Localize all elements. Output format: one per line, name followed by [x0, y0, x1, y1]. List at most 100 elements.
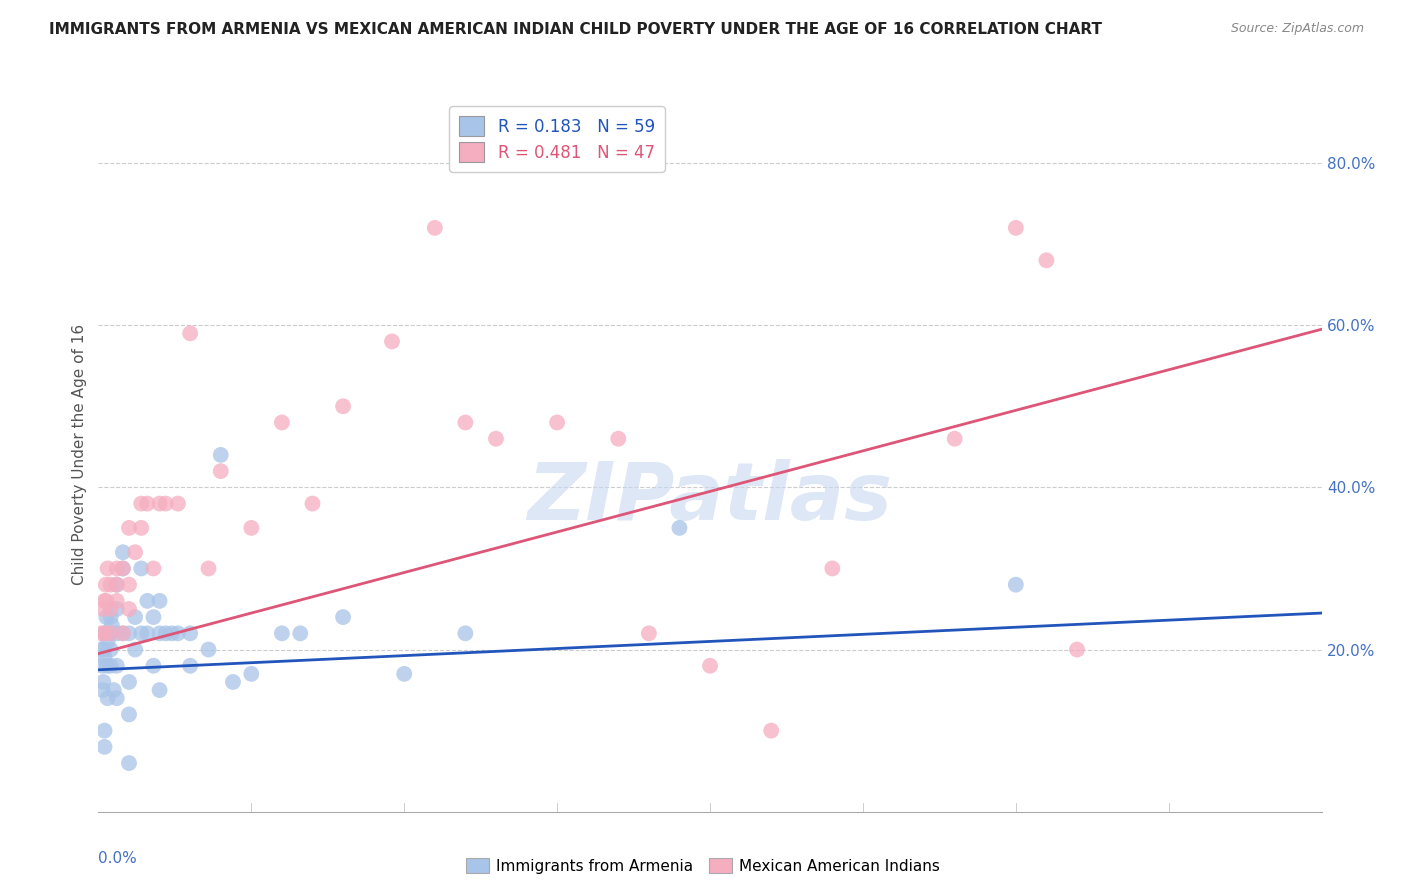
Point	[118, 521, 141, 535]
Point	[93, 650, 115, 665]
Point	[142, 610, 165, 624]
Point	[821, 561, 844, 575]
Point	[167, 626, 190, 640]
Point	[546, 416, 568, 430]
Point	[100, 610, 122, 624]
Point	[93, 723, 115, 738]
Point	[91, 675, 114, 690]
Point	[100, 642, 122, 657]
Point	[1004, 577, 1026, 591]
Point	[423, 220, 446, 235]
Point	[759, 723, 782, 738]
Point	[240, 666, 263, 681]
Point	[93, 626, 115, 640]
Point	[93, 594, 115, 608]
Point	[167, 497, 190, 511]
Point	[179, 626, 201, 640]
Text: ZIPatlas: ZIPatlas	[527, 458, 893, 537]
Point	[197, 561, 219, 575]
Point	[209, 448, 232, 462]
Point	[97, 634, 120, 648]
Point	[105, 577, 128, 591]
Point	[943, 432, 966, 446]
Point	[240, 521, 263, 535]
Point	[124, 610, 146, 624]
Point	[142, 658, 165, 673]
Point	[209, 464, 232, 478]
Point	[93, 642, 115, 657]
Point	[485, 432, 508, 446]
Point	[96, 658, 118, 673]
Point	[1066, 642, 1088, 657]
Point	[179, 326, 201, 341]
Point	[105, 626, 128, 640]
Point	[668, 521, 690, 535]
Legend: R = 0.183   N = 59, R = 0.481   N = 47: R = 0.183 N = 59, R = 0.481 N = 47	[450, 106, 665, 171]
Point	[105, 602, 128, 616]
Point	[100, 626, 122, 640]
Point	[105, 561, 128, 575]
Point	[118, 577, 141, 591]
Point	[118, 626, 141, 640]
Point	[1004, 220, 1026, 235]
Point	[91, 658, 114, 673]
Point	[270, 626, 292, 640]
Point	[91, 602, 114, 616]
Point	[155, 626, 177, 640]
Point	[118, 707, 141, 722]
Point	[93, 626, 115, 640]
Point	[637, 626, 661, 640]
Text: IMMIGRANTS FROM ARMENIA VS MEXICAN AMERICAN INDIAN CHILD POVERTY UNDER THE AGE O: IMMIGRANTS FROM ARMENIA VS MEXICAN AMERI…	[49, 22, 1102, 37]
Point	[136, 626, 159, 640]
Point	[111, 561, 134, 575]
Y-axis label: Child Poverty Under the Age of 16: Child Poverty Under the Age of 16	[72, 325, 87, 585]
Point	[103, 683, 125, 698]
Point	[129, 626, 152, 640]
Point	[454, 626, 477, 640]
Point	[392, 666, 416, 681]
Point	[97, 561, 120, 575]
Text: Source: ZipAtlas.com: Source: ZipAtlas.com	[1230, 22, 1364, 36]
Point	[111, 626, 134, 640]
Point	[290, 626, 312, 640]
Point	[129, 497, 152, 511]
Point	[105, 577, 128, 591]
Point	[136, 497, 159, 511]
Point	[222, 675, 245, 690]
Point	[118, 602, 141, 616]
Text: 0.0%: 0.0%	[98, 851, 138, 866]
Point	[270, 416, 292, 430]
Point	[155, 497, 177, 511]
Point	[118, 756, 141, 770]
Point	[94, 577, 117, 591]
Point	[101, 618, 124, 632]
Point	[332, 399, 354, 413]
Point	[142, 561, 165, 575]
Point	[149, 683, 172, 698]
Point	[454, 416, 477, 430]
Point	[118, 675, 141, 690]
Point	[111, 561, 134, 575]
Point	[100, 577, 122, 591]
Point	[105, 691, 128, 706]
Point	[607, 432, 630, 446]
Point	[93, 739, 115, 754]
Point	[149, 497, 172, 511]
Point	[124, 545, 146, 559]
Point	[111, 545, 134, 559]
Point	[381, 334, 404, 349]
Point	[332, 610, 354, 624]
Point	[149, 626, 172, 640]
Point	[160, 626, 183, 640]
Point	[100, 658, 122, 673]
Point	[100, 626, 122, 640]
Point	[1035, 253, 1057, 268]
Point	[105, 658, 128, 673]
Point	[96, 610, 118, 624]
Legend: Immigrants from Armenia, Mexican American Indians: Immigrants from Armenia, Mexican America…	[460, 852, 946, 880]
Point	[96, 594, 118, 608]
Point	[129, 521, 152, 535]
Point	[97, 691, 120, 706]
Point	[301, 497, 323, 511]
Point	[105, 594, 128, 608]
